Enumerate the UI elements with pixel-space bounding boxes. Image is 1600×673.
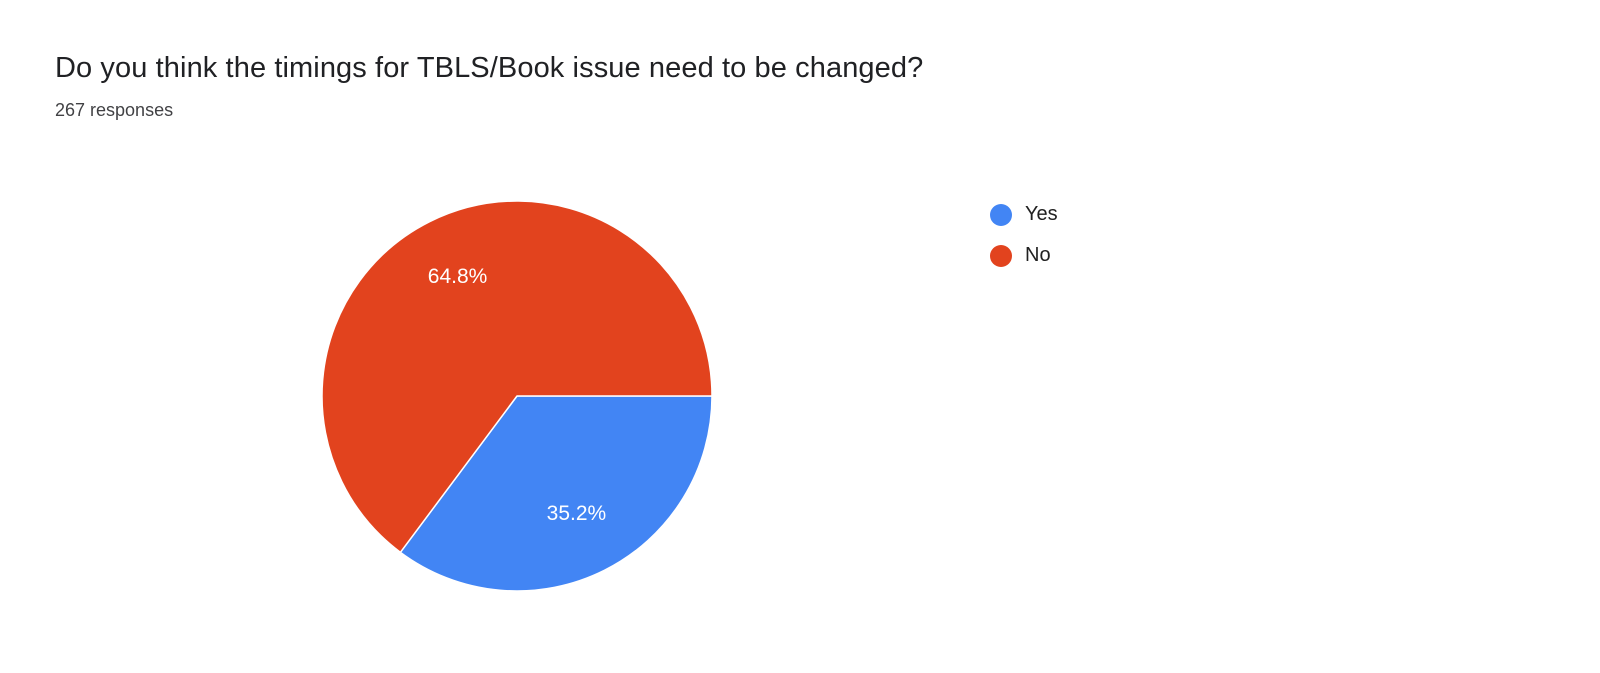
- legend-swatch: [990, 203, 1012, 226]
- pie-slice-no[interactable]: [321, 200, 713, 554]
- legend-label-no: No: [1025, 244, 1051, 266]
- pie-chart[interactable]: 35.2% 64.8%: [320, 199, 714, 593]
- pie-slice-label-no: 64.8%: [428, 265, 488, 288]
- legend-item-no: No: [990, 244, 1058, 267]
- chart-header: Do you think the timings for TBLS/Book i…: [55, 52, 923, 121]
- legend-item-yes: Yes: [990, 203, 1058, 226]
- legend-swatch: [990, 244, 1012, 267]
- chart-area: 35.2% 64.8% Yes No: [320, 199, 1058, 593]
- response-count: 267 responses: [55, 100, 174, 120]
- chart-legend: Yes No: [990, 199, 1058, 285]
- question-title: Do you think the timings for TBLS/Book i…: [55, 52, 924, 84]
- pie-slice-yes[interactable]: [399, 395, 713, 592]
- pie-slice-label-yes: 35.2%: [547, 502, 607, 525]
- legend-label-yes: Yes: [1025, 203, 1058, 225]
